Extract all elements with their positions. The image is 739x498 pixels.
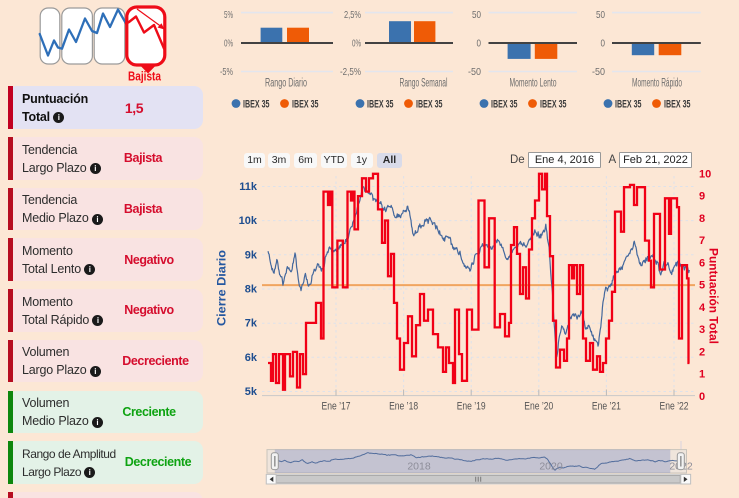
svg-text:Ene ’21: Ene ’21 bbox=[592, 401, 621, 413]
svg-text:Ene ’20: Ene ’20 bbox=[524, 401, 553, 413]
svg-text:IBEX 35: IBEX 35 bbox=[615, 99, 642, 111]
svg-text:IBEX 35: IBEX 35 bbox=[491, 99, 518, 111]
svg-text:IBEX 35: IBEX 35 bbox=[367, 99, 394, 111]
svg-text:Ene ’22: Ene ’22 bbox=[660, 401, 689, 413]
svg-text:Momento Rápido: Momento Rápido bbox=[632, 78, 682, 90]
svg-text:7k: 7k bbox=[245, 318, 258, 330]
svg-text:50: 50 bbox=[472, 9, 481, 21]
svg-text:Ene ’18: Ene ’18 bbox=[389, 401, 418, 413]
svg-text:IBEX 35: IBEX 35 bbox=[292, 99, 319, 111]
svg-text:10k: 10k bbox=[239, 215, 258, 227]
svg-text:-50: -50 bbox=[468, 66, 481, 78]
svg-text:8: 8 bbox=[699, 213, 705, 225]
svg-text:Ene ’17: Ene ’17 bbox=[322, 401, 351, 413]
svg-text:1: 1 bbox=[699, 369, 705, 381]
svg-text:-50: -50 bbox=[592, 66, 605, 78]
svg-text:0: 0 bbox=[601, 38, 606, 50]
svg-text:5: 5 bbox=[699, 280, 705, 292]
svg-text:Rango Diario: Rango Diario bbox=[265, 78, 307, 90]
svg-text:0%: 0% bbox=[352, 38, 361, 50]
svg-text:-2,5%: -2,5% bbox=[340, 66, 361, 78]
svg-text:Rango Semanal: Rango Semanal bbox=[400, 78, 448, 90]
svg-text:2018: 2018 bbox=[407, 461, 431, 473]
svg-text:11k: 11k bbox=[239, 181, 258, 193]
svg-text:0: 0 bbox=[699, 391, 705, 403]
svg-text:50: 50 bbox=[596, 9, 605, 21]
svg-text:Puntuación Total: Puntuación Total bbox=[707, 248, 719, 344]
svg-text:9k: 9k bbox=[245, 249, 258, 261]
svg-text:6: 6 bbox=[699, 257, 705, 269]
svg-text:IBEX 35: IBEX 35 bbox=[540, 99, 567, 111]
svg-text:Momento Lento: Momento Lento bbox=[510, 78, 557, 90]
svg-text:9: 9 bbox=[699, 191, 705, 203]
svg-text:IBEX 35: IBEX 35 bbox=[416, 99, 443, 111]
svg-text:5k: 5k bbox=[245, 386, 258, 398]
svg-text:0%: 0% bbox=[224, 38, 233, 50]
svg-text:IBEX 35: IBEX 35 bbox=[243, 99, 270, 111]
svg-text:IBEX 35: IBEX 35 bbox=[664, 99, 691, 111]
svg-text:2: 2 bbox=[699, 346, 705, 358]
svg-text:5%: 5% bbox=[224, 9, 233, 21]
svg-text:10: 10 bbox=[699, 168, 711, 180]
svg-text:Cierre Diario: Cierre Diario bbox=[217, 250, 229, 326]
svg-text:0: 0 bbox=[477, 38, 482, 50]
svg-text:8k: 8k bbox=[245, 284, 258, 296]
svg-text:2020: 2020 bbox=[539, 461, 563, 473]
svg-text:7: 7 bbox=[699, 235, 705, 247]
svg-text:6k: 6k bbox=[245, 352, 258, 364]
svg-text:4: 4 bbox=[699, 302, 706, 314]
svg-text:Bajista: Bajista bbox=[128, 70, 162, 84]
svg-text:3: 3 bbox=[699, 324, 705, 336]
svg-text:Ene ’19: Ene ’19 bbox=[457, 401, 486, 413]
svg-text:2,5%: 2,5% bbox=[344, 9, 361, 21]
svg-text:-5%: -5% bbox=[220, 66, 233, 78]
